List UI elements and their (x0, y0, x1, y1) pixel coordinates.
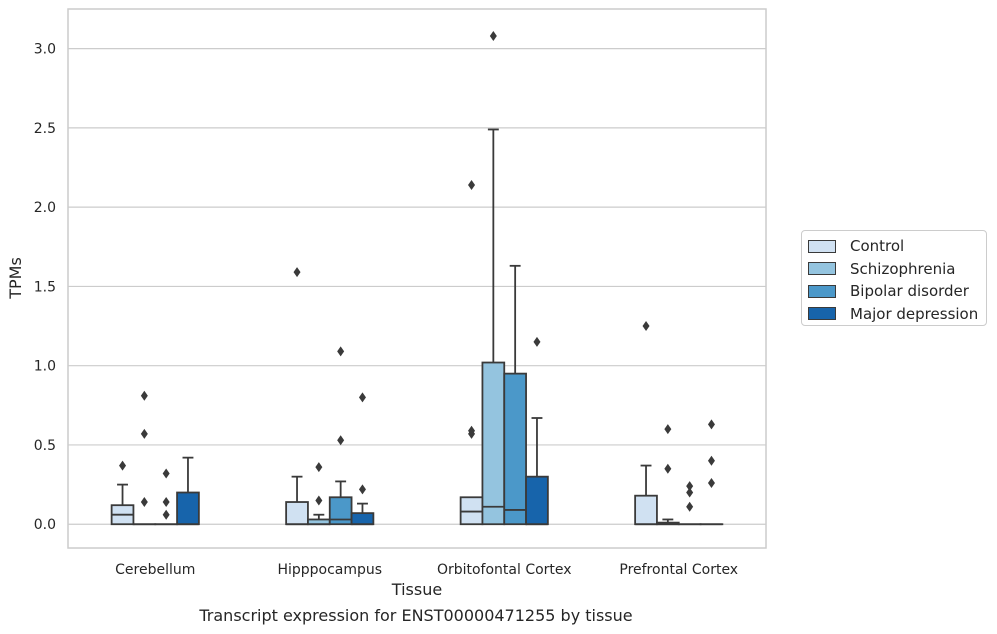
box-bipolar-disorder (677, 481, 702, 526)
outlier-point (489, 30, 497, 41)
legend-swatch (808, 239, 836, 253)
outlier-point (707, 478, 715, 489)
outlier-point (315, 495, 323, 506)
legend-item: Schizophrenia (808, 258, 986, 281)
box-schizophrenia (307, 462, 331, 526)
legend-label: Bipolar disorder (850, 282, 969, 301)
outlier-point (337, 435, 345, 446)
y-tick-label: 2.0 (34, 200, 56, 216)
outlier-point (533, 336, 541, 347)
outlier-point (162, 497, 170, 508)
legend-label: Schizophrenia (850, 259, 956, 278)
legend: Control Schizophrenia Bipolar disorder Majo… (801, 230, 987, 326)
y-tick-label: 0.0 (34, 517, 56, 533)
box-body (634, 494, 658, 526)
legend-label: Control (850, 237, 905, 256)
x-tick-label: Orbitofontal Cortex (437, 562, 572, 578)
box-schizophrenia (132, 390, 157, 526)
box-body (328, 496, 353, 526)
outlier-point (119, 460, 127, 471)
figure-caption: Transcript expression for ENST0000047125… (199, 606, 633, 625)
y-tick-label: 2.5 (34, 121, 56, 137)
legend-swatch (808, 284, 836, 298)
box-bipolar-disorder (154, 468, 178, 526)
outlier-point (315, 462, 323, 473)
outlier-point (162, 468, 170, 479)
y-tick-label: 1.0 (34, 359, 56, 375)
box-major-depression (525, 336, 549, 526)
box-plots (110, 30, 724, 526)
x-tick-label: Cerebellum (115, 562, 195, 578)
legend-swatch (808, 307, 836, 321)
box-control (459, 179, 484, 526)
outlier-point (686, 487, 694, 498)
x-tick-labels: Cerebellum Hipppocampus Orbitofontal Corte… (115, 562, 738, 578)
box-body (285, 501, 309, 526)
outlier-point (162, 509, 170, 520)
box-schizophrenia (656, 424, 680, 526)
outlier-point (140, 497, 148, 508)
outlier-point (140, 390, 148, 401)
legend-item: Bipolar disorder (808, 280, 986, 303)
box-major-depression (350, 392, 375, 526)
legend-swatch (808, 262, 836, 276)
box-bipolar-disorder (503, 264, 527, 526)
legend-label: Major depression (850, 304, 979, 323)
box-body (481, 361, 506, 526)
outlier-point (293, 267, 301, 278)
box-body (350, 512, 375, 526)
box-bipolar-disorder (328, 346, 353, 526)
legend-item: Control (808, 235, 986, 258)
outlier-point (664, 424, 672, 435)
outlier-point (468, 425, 476, 436)
outlier-point (358, 392, 366, 403)
box-schizophrenia (481, 30, 506, 526)
gridlines (68, 48, 766, 525)
outlier-point (686, 481, 694, 492)
box-body (503, 372, 527, 526)
y-tick-label: 0.5 (34, 438, 56, 454)
box-body (176, 491, 200, 526)
box-major-depression (176, 456, 200, 526)
outlier-point (140, 428, 148, 439)
x-axis-label: Tissue (391, 580, 442, 599)
plot-frame (67, 8, 767, 549)
y-tick-label: 3.0 (34, 42, 56, 58)
outlier-point (707, 455, 715, 466)
outlier-point (468, 179, 476, 190)
box-control (285, 267, 309, 526)
y-axis-label: TPMs (6, 257, 25, 300)
box-control (110, 460, 135, 526)
legend-item: Major depression (808, 303, 986, 326)
box-body (525, 475, 549, 526)
outlier-point (664, 463, 672, 474)
box-control (634, 321, 658, 526)
outlier-point (707, 419, 715, 430)
outlier-point (337, 346, 345, 357)
x-tick-label: Prefrontal Cortex (619, 562, 738, 578)
outlier-point (358, 484, 366, 495)
y-tick-label: 1.5 (34, 279, 56, 295)
box-major-depression (699, 419, 724, 526)
y-tick-labels: 0.0 0.5 1.0 1.5 2.0 2.5 3.0 (34, 42, 56, 534)
outlier-point (686, 501, 694, 512)
outlier-point (642, 321, 650, 332)
x-tick-label: Hipppocampus (277, 562, 382, 578)
